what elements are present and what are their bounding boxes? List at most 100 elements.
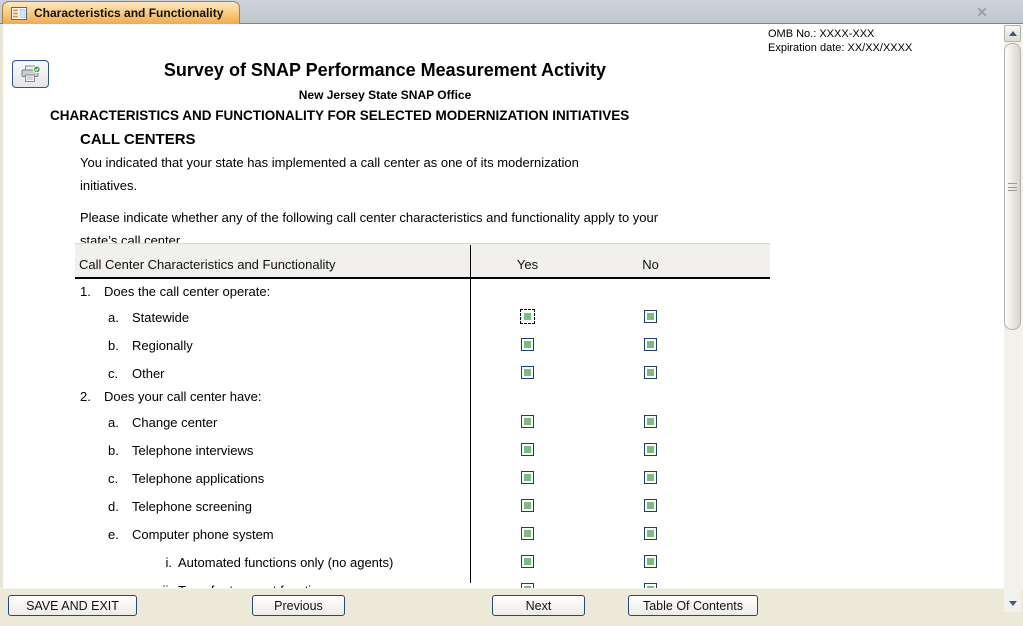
checkbox-fill — [647, 474, 654, 481]
checkbox-yes[interactable] — [521, 471, 534, 484]
checkbox-no[interactable] — [644, 366, 657, 379]
checkbox-no[interactable] — [644, 471, 657, 484]
checkbox-fill — [647, 446, 654, 453]
table-header: Call Center Characteristics and Function… — [75, 243, 770, 279]
question-table: Call Center Characteristics and Function… — [75, 243, 770, 588]
scroll-up-button[interactable] — [1004, 25, 1021, 42]
row-label: Telephone applications — [132, 470, 265, 486]
omb-info: OMB No.: XXXX-XXX Expiration date: XX/XX… — [768, 27, 912, 55]
checkbox-fill — [524, 369, 531, 376]
column-divider-line — [470, 245, 471, 583]
checkbox-fill — [524, 558, 531, 565]
checkbox-fill — [647, 558, 654, 565]
checkbox-yes[interactable] — [521, 338, 534, 351]
table-row: 1. Does the call center operate: — [75, 282, 770, 303]
row-label: Change center — [132, 414, 218, 430]
checkbox-yes[interactable] — [521, 555, 534, 568]
checkbox-no[interactable] — [644, 443, 657, 456]
row-prefix: a. — [108, 414, 119, 430]
checkbox-fill — [647, 586, 654, 588]
table-row: a. Statewide — [75, 303, 770, 331]
checkbox-fill — [647, 502, 654, 509]
tab-bar: Characteristics and Functionality ✕ — [0, 0, 1023, 24]
row-prefix: c. — [108, 470, 119, 486]
checkbox-fill — [524, 446, 531, 453]
row-label: Does the call center operate: — [104, 284, 271, 299]
tab-characteristics-and-functionality[interactable]: Characteristics and Functionality — [2, 1, 241, 24]
checkbox-no[interactable] — [644, 415, 657, 428]
chevron-down-icon — [1008, 600, 1017, 606]
checkbox-no[interactable] — [644, 555, 657, 568]
checkbox-no[interactable] — [644, 499, 657, 512]
omb-number: OMB No.: XXXX-XXX — [768, 28, 875, 40]
checkbox-fill — [524, 586, 531, 588]
vertical-scrollbar[interactable] — [1004, 25, 1021, 612]
table-row: i. Automated functions only (no agents) — [75, 548, 770, 576]
checkbox-fill — [647, 313, 654, 320]
checkbox-no[interactable] — [644, 310, 657, 323]
checkbox-no[interactable] — [644, 527, 657, 540]
table-row: a. Change center — [75, 408, 770, 436]
table-row: e. Computer phone system — [75, 520, 770, 548]
row-label: Telephone interviews — [132, 442, 254, 458]
row-prefix: ii. — [156, 583, 172, 589]
omb-expiration: Expiration date: XX/XX/XXXX — [768, 42, 913, 54]
checkbox-no[interactable] — [644, 583, 657, 588]
table-row: 2. Does your call center have: — [75, 387, 770, 408]
table-header-label: Call Center Characteristics and Function… — [79, 257, 336, 272]
footer-bar: SAVE AND EXIT Previous Next Table Of Con… — [0, 588, 1023, 626]
row-prefix: e. — [108, 526, 119, 542]
row-label: Transfer to agent function — [178, 583, 326, 589]
checkbox-yes[interactable] — [521, 499, 534, 512]
checkbox-yes[interactable] — [521, 366, 534, 379]
checkbox-fill — [647, 341, 654, 348]
checkbox-fill — [524, 474, 531, 481]
checkbox-fill — [524, 502, 531, 509]
form-icon — [11, 6, 27, 20]
checkbox-no[interactable] — [644, 338, 657, 351]
row-label: Regionally — [132, 337, 193, 353]
close-icon[interactable]: ✕ — [976, 4, 988, 20]
checkbox-fill — [524, 341, 531, 348]
row-prefix: 1. — [80, 284, 91, 299]
row-label: Statewide — [132, 309, 190, 325]
row-prefix: c. — [108, 365, 119, 381]
column-header-no: No — [642, 257, 659, 272]
next-button[interactable]: Next — [492, 595, 585, 616]
scroll-down-button[interactable] — [1004, 596, 1021, 610]
row-label: Telephone screening — [132, 498, 252, 514]
checkbox-fill — [647, 530, 654, 537]
row-label: Does your call center have: — [104, 389, 262, 404]
save-and-exit-button[interactable]: SAVE AND EXIT — [8, 595, 137, 616]
checkbox-yes[interactable] — [521, 443, 534, 456]
table-row: ii. Transfer to agent function — [75, 576, 770, 588]
topic-heading: CALL CENTERS — [80, 131, 196, 148]
tab-label: Characteristics and Functionality — [34, 6, 224, 20]
row-label: Computer phone system — [132, 526, 274, 542]
print-button[interactable] — [12, 60, 49, 88]
checkbox-yes[interactable] — [520, 309, 535, 324]
table-row: b. Telephone interviews — [75, 436, 770, 464]
table-row: c. Other — [75, 359, 770, 387]
table-of-contents-button[interactable]: Table Of Contents — [628, 595, 758, 616]
checkbox-fill — [524, 418, 531, 425]
checkbox-yes[interactable] — [521, 415, 534, 428]
checkbox-fill — [647, 418, 654, 425]
row-prefix: a. — [108, 309, 119, 325]
checkbox-fill — [524, 530, 531, 537]
checkbox-yes[interactable] — [521, 527, 534, 540]
row-prefix: b. — [108, 442, 119, 458]
table-row: b. Regionally — [75, 331, 770, 359]
previous-button[interactable]: Previous — [252, 595, 345, 616]
scrollbar-thumb[interactable] — [1004, 43, 1021, 330]
window-right-edge — [1021, 24, 1023, 626]
checkbox-fill — [524, 313, 531, 320]
page-title: Survey of SNAP Performance Measurement A… — [163, 60, 607, 80]
checkbox-yes[interactable] — [521, 583, 534, 588]
scrollbar-grip-icon — [1008, 182, 1017, 191]
column-header-yes: Yes — [516, 257, 539, 272]
office-subtitle: New Jersey State SNAP Office — [298, 88, 472, 102]
row-prefix: d. — [108, 498, 119, 514]
checkbox-fill — [647, 369, 654, 376]
